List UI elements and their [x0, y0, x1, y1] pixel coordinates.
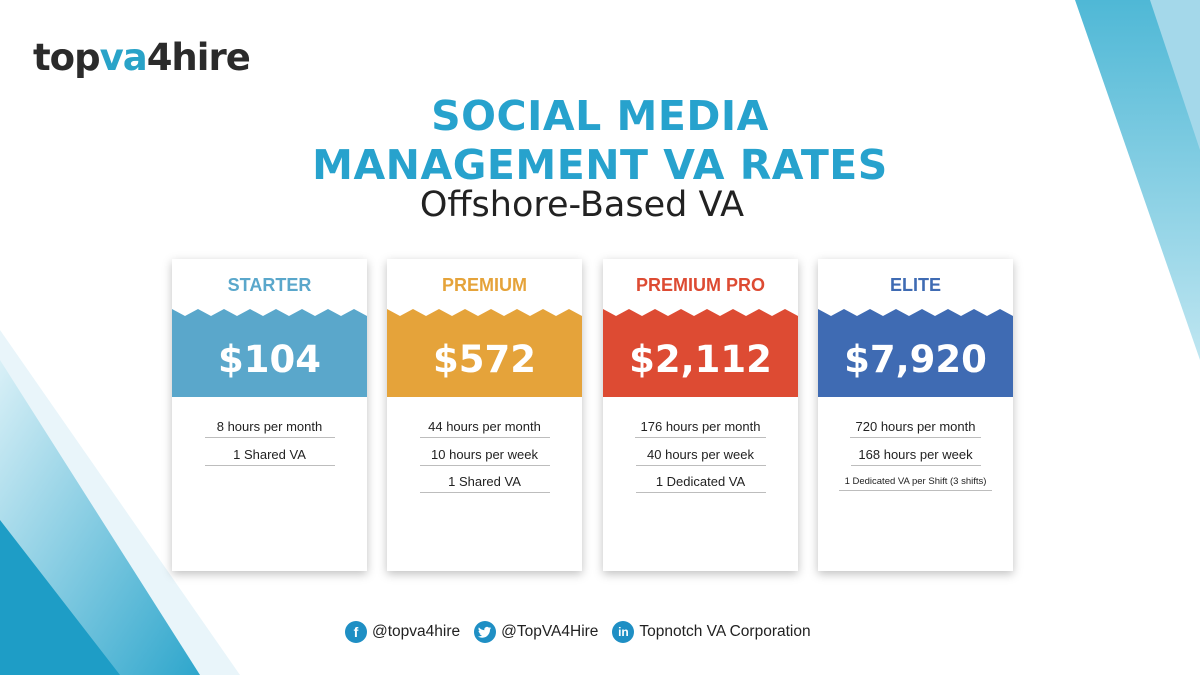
price-band: $572 — [387, 306, 582, 397]
plan-name: ELITE — [889, 275, 941, 295]
brand-logo: topva4hire — [33, 36, 251, 79]
facebook-link[interactable]: f @topva4hire — [345, 621, 460, 643]
social-links: f @topva4hire @TopVA4Hire in Topnotch VA… — [345, 620, 825, 644]
plan-feature: 44 hours per month — [387, 419, 582, 438]
plan-feature: 8 hours per month — [172, 419, 367, 438]
pricing-card-premium-pro: PREMIUM PRO $2,112 176 hours per month 4… — [603, 259, 798, 571]
plan-feature: 1 Dedicated VA per Shift (3 shifts) — [818, 476, 1013, 491]
pricing-card-elite: ELITE $7,920 720 hours per month 168 hou… — [818, 259, 1013, 571]
linkedin-icon: in — [612, 621, 635, 643]
plan-name: PREMIUM PRO — [635, 275, 765, 295]
plan-feature: 40 hours per week — [603, 447, 798, 466]
plan-feature: 1 Shared VA — [387, 474, 582, 493]
price-band: $7,920 — [818, 306, 1013, 397]
price-band: $2,112 — [603, 306, 798, 397]
title-line-2: MANAGEMENT VA RATES — [312, 141, 888, 189]
plan-feature: 1 Shared VA — [172, 447, 367, 466]
plan-name: STARTER — [227, 275, 312, 295]
plan-feature: 720 hours per month — [818, 419, 1013, 438]
price-band: $104 — [172, 306, 367, 397]
plan-feature: 176 hours per month — [603, 419, 798, 438]
twitter-icon — [474, 621, 497, 643]
twitter-link[interactable]: @TopVA4Hire — [474, 621, 598, 643]
plan-name: PREMIUM — [442, 275, 527, 295]
facebook-icon: f — [345, 621, 367, 643]
plan-price: $572 — [433, 338, 536, 381]
plan-price: $2,112 — [629, 338, 772, 381]
plan-feature: 10 hours per week — [387, 447, 582, 466]
pricing-card-starter: STARTER $104 8 hours per month 1 Shared … — [172, 259, 367, 571]
subtitle: Offshore-Based VA — [419, 185, 745, 225]
linkedin-link[interactable]: in Topnotch VA Corporation — [612, 621, 811, 643]
title-line-1: SOCIAL MEDIA — [431, 92, 769, 140]
plan-feature: 168 hours per week — [818, 447, 1013, 466]
pricing-card-premium: PREMIUM $572 44 hours per month 10 hours… — [387, 259, 582, 571]
plan-feature: 1 Dedicated VA — [603, 474, 798, 493]
plan-price: $7,920 — [844, 338, 987, 381]
plan-price: $104 — [218, 338, 321, 381]
